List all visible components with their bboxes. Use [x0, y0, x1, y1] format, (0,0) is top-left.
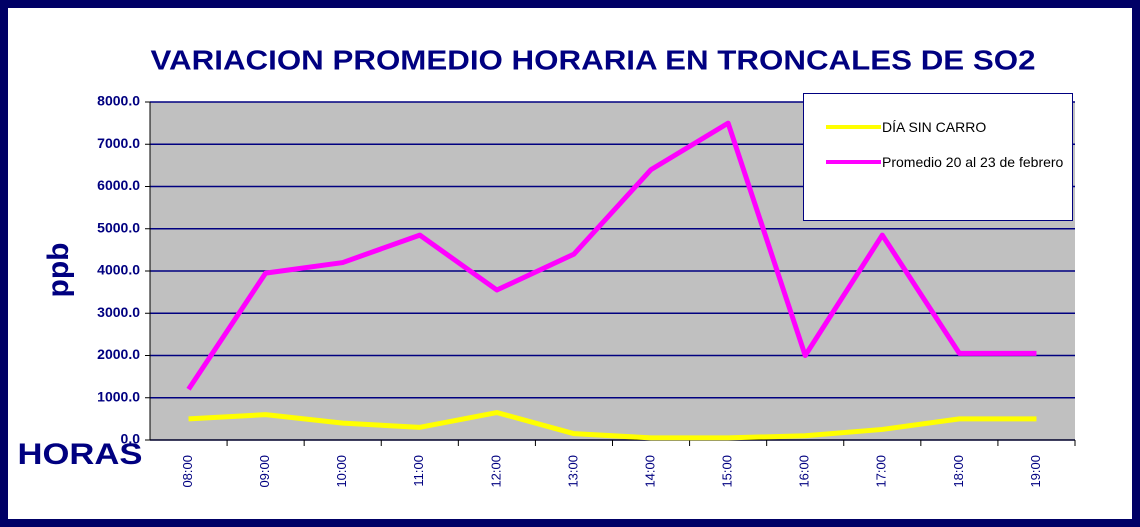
legend-swatch: [826, 160, 881, 164]
y-tick-label: 8000.0: [97, 93, 140, 109]
x-tick-label: 12:00: [488, 455, 503, 488]
y-tick-label: 5000.0: [97, 219, 140, 235]
series-line: [186, 120, 1037, 391]
y-tick-label: 0.0: [121, 431, 141, 447]
x-tick-label: 10:00: [334, 455, 349, 488]
legend-label: Promedio 20 al 23 de febrero: [882, 154, 1064, 170]
x-tick-label: 18:00: [951, 455, 966, 488]
x-tick-label: 08:00: [180, 455, 195, 488]
legend-swatch: [826, 125, 881, 129]
chart-title: VARIACION PROMEDIO HORARIA EN TRONCALES …: [151, 44, 1036, 75]
x-tick-label: 14:00: [642, 455, 657, 488]
y-axis-label: ppb: [42, 243, 75, 298]
x-tick-label: 19:00: [1028, 455, 1043, 488]
x-axis-label: HORAS: [18, 438, 143, 471]
y-tick-label: 1000.0: [97, 388, 140, 404]
x-tick-label: 13:00: [565, 455, 580, 488]
x-tick-label: 11:00: [411, 455, 426, 487]
x-tick-label: 15:00: [720, 455, 735, 488]
y-tick-label: 4000.0: [97, 262, 140, 278]
x-tick-label: 16:00: [797, 455, 812, 488]
y-tick-label: 6000.0: [97, 177, 140, 193]
x-tick-label: 17:00: [874, 455, 889, 488]
y-tick-label: 7000.0: [97, 135, 140, 151]
y-tick-label: 3000.0: [97, 304, 140, 320]
legend-label: DÍA SIN CARRO: [882, 119, 987, 135]
x-tick-label: 09:00: [257, 455, 272, 488]
legend: DÍA SIN CARRO Promedio 20 al 23 de febrer…: [803, 93, 1073, 221]
series-line: [188, 410, 1037, 441]
y-tick-label: 2000.0: [97, 346, 140, 362]
